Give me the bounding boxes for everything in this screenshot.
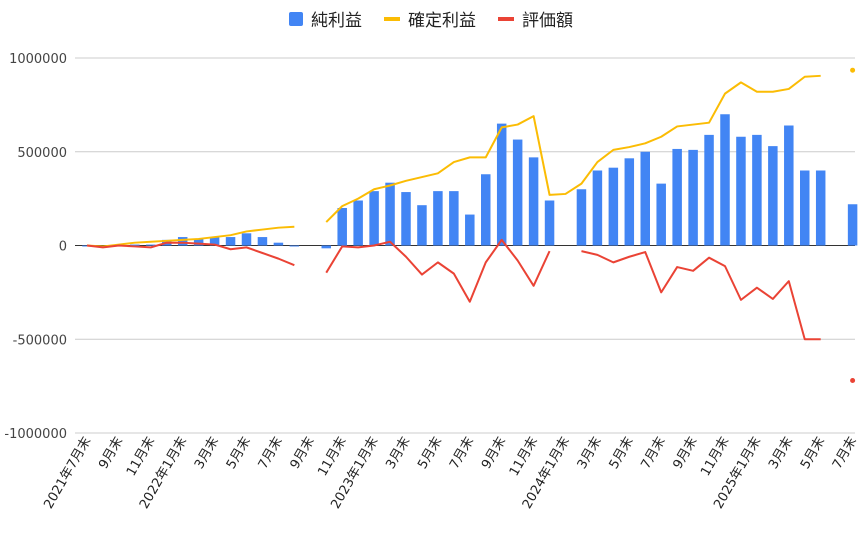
legend-label-net-profit: 純利益 xyxy=(311,11,362,31)
bar xyxy=(784,125,794,246)
bar xyxy=(640,151,650,246)
bar xyxy=(688,149,698,246)
x-tick-label: 11月末 xyxy=(507,435,541,479)
x-tick-label: 11月末 xyxy=(698,435,732,479)
legend-item-valuation[interactable]: 評価額 xyxy=(498,6,573,31)
x-tick-label: 3月末 xyxy=(766,435,796,472)
bar xyxy=(496,123,507,246)
bar xyxy=(656,183,666,246)
bar xyxy=(800,170,810,246)
bar xyxy=(592,170,603,246)
y-tick-label: -1000000 xyxy=(4,427,67,442)
bar xyxy=(576,189,587,246)
bar xyxy=(130,244,140,246)
realized-profit-line xyxy=(325,74,821,223)
realized-profit-line xyxy=(86,225,295,248)
bar xyxy=(736,136,746,246)
x-tick-label: 11月末 xyxy=(124,435,158,479)
bar xyxy=(369,191,379,246)
bar xyxy=(704,134,714,246)
x-tick-label: 9月末 xyxy=(479,435,509,472)
bar xyxy=(321,245,331,249)
valuation-line xyxy=(325,238,551,303)
bar xyxy=(225,237,236,246)
legend-swatch-valuation xyxy=(498,16,514,21)
x-tick-label: 11月末 xyxy=(315,435,349,479)
bar xyxy=(353,200,363,246)
x-tick-label: 9月末 xyxy=(96,435,126,472)
bar xyxy=(289,245,300,247)
legend-item-realized-profit[interactable]: 確定利益 xyxy=(384,6,476,31)
y-tick-label: 500000 xyxy=(17,146,67,161)
bar xyxy=(209,237,220,246)
bar xyxy=(465,214,475,246)
legend-label-realized-profit: 確定利益 xyxy=(408,11,476,31)
chart-legend: 純利益 確定利益 評価額 xyxy=(0,6,862,31)
x-tick-label: 7月末 xyxy=(256,435,286,472)
bar xyxy=(433,191,443,246)
bar xyxy=(672,148,682,246)
x-tick-label: 5月末 xyxy=(798,435,828,472)
valuation-line xyxy=(581,250,821,341)
bar xyxy=(241,233,252,246)
bar xyxy=(273,242,284,246)
bar xyxy=(481,174,491,246)
bar xyxy=(512,139,523,246)
bar xyxy=(401,192,411,246)
bar xyxy=(847,204,858,246)
bar xyxy=(385,182,395,246)
bar xyxy=(624,158,635,246)
bar xyxy=(768,146,778,246)
legend-swatch-net-profit xyxy=(289,11,303,26)
x-tick-label: 3月末 xyxy=(575,435,605,472)
bar xyxy=(193,238,204,246)
x-tick-label: 3月末 xyxy=(383,435,413,472)
x-tick-label: 3月末 xyxy=(192,435,222,472)
bar xyxy=(177,237,188,246)
bar xyxy=(417,205,427,246)
legend-swatch-realized-profit xyxy=(384,16,400,21)
x-tick-label: 9月末 xyxy=(670,435,700,472)
realized-profit-point xyxy=(850,67,856,73)
x-tick-label: 5月末 xyxy=(415,435,445,472)
bar xyxy=(752,134,762,246)
x-tick-label: 7月末 xyxy=(830,435,860,472)
legend-item-net-profit[interactable]: 純利益 xyxy=(289,6,362,31)
x-tick-label: 7月末 xyxy=(447,435,477,472)
y-tick-label: 1000000 xyxy=(9,52,67,67)
bar xyxy=(815,170,826,246)
valuation-point xyxy=(850,378,856,383)
x-tick-label: 7月末 xyxy=(639,435,669,472)
x-tick-label: 5月末 xyxy=(607,435,637,472)
x-tick-label: 2021年7月末 xyxy=(41,435,94,512)
bar xyxy=(528,157,539,246)
bar xyxy=(257,237,268,246)
bar xyxy=(146,244,156,246)
valuation-line xyxy=(86,241,295,267)
y-tick-label: 0 xyxy=(59,240,67,255)
bar xyxy=(608,167,619,246)
bar xyxy=(544,200,555,246)
x-tick-label: 5月末 xyxy=(224,435,254,472)
x-tick-label: 9月末 xyxy=(288,435,318,472)
bar xyxy=(720,114,730,246)
bar xyxy=(449,191,459,246)
legend-label-valuation: 評価額 xyxy=(522,11,573,31)
y-tick-label: -500000 xyxy=(13,333,67,348)
bar xyxy=(337,208,347,246)
